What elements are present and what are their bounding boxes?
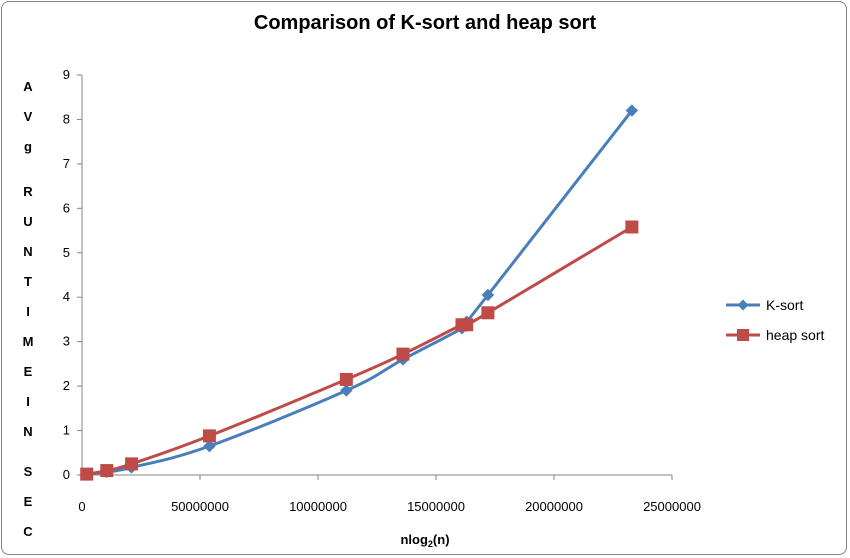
y-tick-label: 8 — [63, 111, 70, 126]
y-axis-label-letter: E — [23, 494, 33, 509]
y-axis-label-letter: N — [23, 424, 33, 439]
y-axis-label-letter: V — [23, 109, 33, 124]
x-axis-label: nlog2(n) — [0, 532, 850, 549]
data-point-2 — [339, 372, 353, 386]
series-line-1 — [86, 109, 634, 477]
legend-marker-1 — [737, 299, 749, 311]
legend-label-2: heap sort — [766, 327, 824, 343]
data-point-2 — [80, 467, 94, 481]
data-point-2 — [100, 464, 114, 478]
data-point-2 — [202, 429, 216, 443]
y-tick-label: 5 — [63, 245, 70, 260]
y-axis-label-letter: R — [23, 184, 33, 199]
y-axis-label-letter: U — [23, 214, 33, 229]
x-tick-label: 50000000 — [171, 499, 229, 514]
data-point-2 — [125, 457, 139, 471]
y-axis-label-letter: N — [23, 244, 33, 259]
x-axis-label-prefix: nlog — [400, 532, 428, 547]
x-axis-label-suffix: (n) — [432, 532, 450, 547]
y-axis-label-letter: S — [23, 464, 33, 479]
x-tick-label: 15000000 — [407, 499, 465, 514]
x-tick-label: 0 — [78, 499, 85, 514]
x-axis-label-subscript: 2 — [427, 539, 433, 549]
y-axis-label-letter: E — [23, 364, 33, 379]
legend-label-1: K-sort — [766, 297, 803, 313]
y-axis-label-letter: C — [23, 524, 33, 539]
data-point-1 — [481, 288, 495, 302]
y-tick-label: 6 — [63, 200, 70, 215]
y-tick-label: 7 — [63, 156, 70, 171]
data-point-2 — [625, 220, 639, 234]
y-tick-label: 9 — [63, 67, 70, 82]
y-axis-label-letter: g — [24, 139, 32, 154]
y-axis-label-letter: M — [22, 334, 34, 349]
series-line-2 — [86, 225, 633, 476]
y-tick-label: 0 — [63, 467, 70, 482]
y-axis-label-letter: I — [26, 394, 30, 409]
x-tick-label: 20000000 — [525, 499, 583, 514]
y-tick-label: 3 — [63, 334, 70, 349]
data-point-1 — [625, 104, 639, 117]
chart-title: Comparison of K-sort and heap sort — [253, 12, 597, 34]
y-tick-label: 2 — [63, 378, 70, 393]
y-axis-label-letter: A — [23, 79, 33, 94]
legend-marker-2 — [737, 329, 749, 341]
y-tick-label: 1 — [63, 423, 70, 438]
y-axis-label-letter: I — [26, 304, 30, 319]
data-point-2 — [396, 347, 410, 361]
x-tick-label: 25000000 — [643, 499, 701, 514]
y-tick-label: 4 — [63, 289, 70, 304]
data-point-2 — [481, 306, 495, 320]
data-point-1 — [203, 439, 216, 453]
data-point-1 — [340, 384, 353, 397]
y-axis-label-letter: T — [24, 274, 32, 289]
data-point-2 — [460, 318, 474, 332]
x-tick-label: 10000000 — [289, 499, 347, 514]
